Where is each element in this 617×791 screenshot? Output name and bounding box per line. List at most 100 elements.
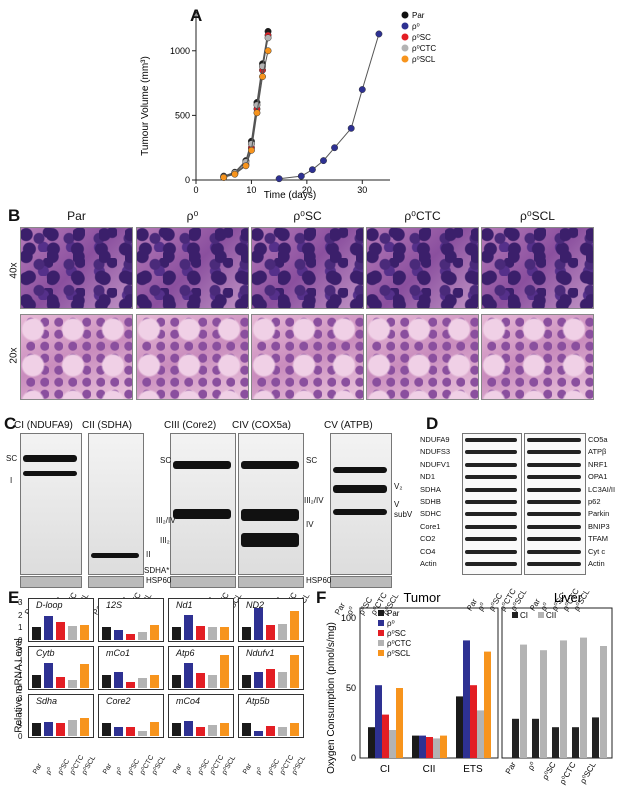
liver-lane-label: ρ⁰SCL xyxy=(578,760,598,785)
mrna-bar xyxy=(80,718,89,736)
lane-label: Par xyxy=(172,762,184,776)
y-tick-label: 2 xyxy=(18,706,23,716)
mrna-bar xyxy=(126,681,135,688)
mrna-bar xyxy=(220,655,229,688)
western-band xyxy=(527,450,581,455)
data-point xyxy=(259,73,266,81)
protein-label: p62 xyxy=(588,497,601,506)
protein-label: NDUFA9 xyxy=(420,435,450,444)
y-tick-label: 0 xyxy=(18,684,23,693)
mrna-bar xyxy=(56,723,65,736)
native-gel-blot xyxy=(330,433,392,575)
data-point xyxy=(220,173,228,181)
y-tick-label: 3 xyxy=(18,598,23,607)
tumor-bar xyxy=(426,737,433,758)
gel-band xyxy=(333,485,387,493)
western-band xyxy=(465,500,517,504)
panel-e-letter: E xyxy=(8,588,20,607)
panel-c-letter: C xyxy=(4,414,17,433)
protein-label: NRF1 xyxy=(588,459,608,469)
mrna-bar xyxy=(126,633,135,640)
gene-label: Core2 xyxy=(106,696,131,706)
gel-band xyxy=(91,553,139,558)
y-tick-label: 500 xyxy=(175,110,190,120)
histology-20x-image xyxy=(481,314,594,400)
western-band xyxy=(527,537,581,542)
data-point xyxy=(347,124,355,132)
mrna-bar xyxy=(80,624,89,640)
legend-label: ρ⁰SC xyxy=(387,629,406,638)
tumor-bar xyxy=(484,651,491,758)
x-tick-label: 20 xyxy=(302,185,312,195)
lane-label: ρ⁰SC xyxy=(196,758,212,776)
loading-control-blot xyxy=(238,576,304,588)
mrna-bar xyxy=(102,723,111,736)
lane-label: ρ⁰ xyxy=(254,766,265,776)
legend-label: CI xyxy=(520,611,528,620)
legend-swatch xyxy=(538,612,544,618)
tumor-bar xyxy=(382,714,389,758)
western-band xyxy=(527,487,581,492)
tumor-bar xyxy=(440,735,447,758)
western-band xyxy=(465,475,517,480)
mrna-bar xyxy=(208,627,217,640)
mrna-bar xyxy=(44,722,53,736)
histology-20x-image xyxy=(20,314,133,400)
data-point xyxy=(297,172,305,180)
gene-label: Atp5b xyxy=(246,696,270,706)
y-tick-label: 0 xyxy=(18,732,23,741)
y-tick-label: 1 xyxy=(18,671,23,681)
blot-annotation: SC xyxy=(306,456,318,465)
protein-label: Core1 xyxy=(420,521,441,531)
mrna-bar xyxy=(242,627,251,640)
blot-annotation: subV xyxy=(394,510,413,519)
mrna-bar xyxy=(172,627,181,640)
tumor-bar xyxy=(456,696,463,758)
tumor-bar xyxy=(419,735,426,758)
blot-annotation: II xyxy=(146,550,151,559)
liver-lane-label: Par xyxy=(504,760,518,776)
tumor-bar xyxy=(375,685,382,758)
mrna-bar xyxy=(220,627,229,640)
protein-label: TFAM xyxy=(588,534,608,544)
data-point xyxy=(275,175,283,183)
blot-annotation: III₂/IV xyxy=(304,496,324,505)
mrna-bar xyxy=(150,624,159,640)
mrna-bar xyxy=(172,723,181,736)
data-point xyxy=(331,144,339,152)
mrna-bar xyxy=(126,727,135,736)
column-label: ρ⁰SC xyxy=(293,209,322,223)
liver-lane-label: ρ⁰ xyxy=(526,761,538,772)
data-point xyxy=(242,162,250,170)
tumor-bar xyxy=(433,738,440,758)
western-blot-left xyxy=(462,433,522,575)
mrna-bar xyxy=(68,626,77,640)
western-band xyxy=(465,537,517,542)
mrna-bar xyxy=(290,655,299,688)
mrna-bar xyxy=(254,608,263,640)
mrna-bar xyxy=(266,669,275,688)
native-gel-blot xyxy=(88,433,144,575)
legend-label: ρ⁰ xyxy=(387,619,395,628)
mrna-bar xyxy=(184,720,193,736)
legend-label: Par xyxy=(412,11,425,20)
mrna-bar xyxy=(196,626,205,640)
legend-marker xyxy=(401,44,409,52)
liver-bar xyxy=(560,640,567,758)
protein-label: NDUFV1 xyxy=(420,459,451,469)
tumor-bar xyxy=(396,688,403,758)
lane-label: ρ⁰ xyxy=(114,766,125,776)
legend-label: ρ⁰CTC xyxy=(387,639,411,648)
legend-swatch xyxy=(378,620,384,626)
legend-swatch xyxy=(378,640,384,646)
protein-label: LC3AI/II xyxy=(588,484,616,494)
protein-label: Actin xyxy=(420,559,437,568)
histology-20x-image xyxy=(251,314,364,400)
mrna-bar xyxy=(138,730,147,736)
legend-marker xyxy=(401,33,409,41)
legend-label: ρ⁰SCL xyxy=(387,649,411,658)
liver-lane-label: ρ⁰SC xyxy=(541,760,558,781)
blot-annotation: SC xyxy=(160,456,172,465)
y-tick-label: 50 xyxy=(346,683,356,693)
protein-label: SDHC xyxy=(420,509,442,519)
